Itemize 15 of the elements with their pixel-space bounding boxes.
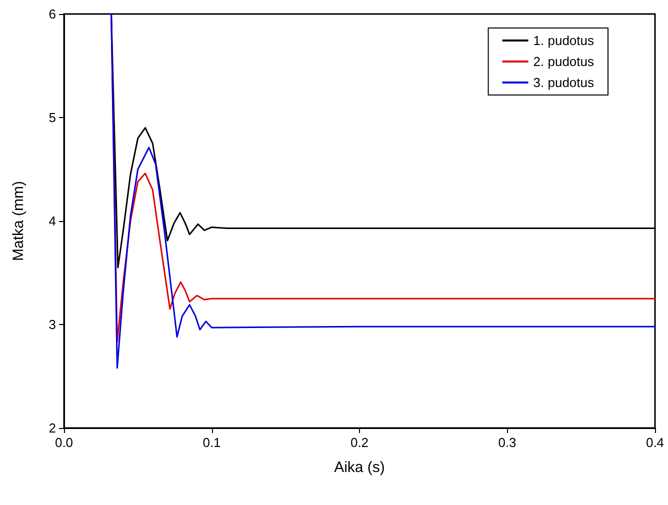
y-tick-label: 2: [48, 420, 56, 436]
legend-label: 3. pudotus: [533, 75, 594, 90]
legend-label: 2. pudotus: [533, 54, 594, 69]
y-axis-title: Matka (mm): [10, 181, 27, 261]
y-tick-label: 4: [48, 214, 56, 228]
x-axis-title: Aika (s): [334, 459, 385, 476]
x-tick-label: 0.3: [498, 435, 516, 450]
x-tick-label: 0.0: [54, 435, 74, 450]
y-tick-label: 3: [48, 317, 56, 332]
x-tick-label: 0.2: [350, 435, 369, 450]
y-tick-label: 5: [48, 110, 56, 125]
x-tick-label: 0.1: [202, 435, 221, 450]
y-tick-label: 6: [48, 6, 56, 22]
x-tick-label: 0.4: [646, 435, 664, 450]
legend-label: 1. pudotus: [533, 33, 594, 48]
